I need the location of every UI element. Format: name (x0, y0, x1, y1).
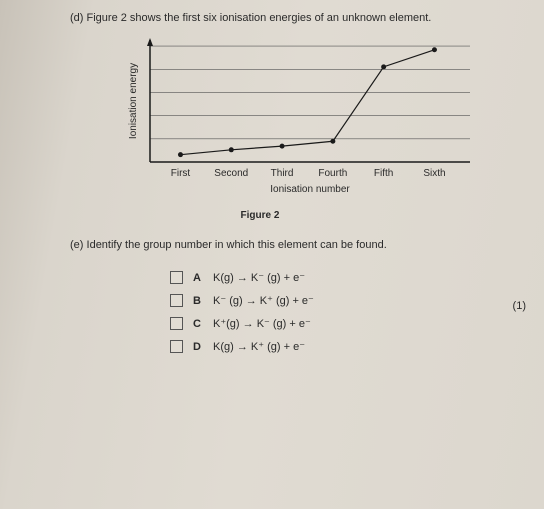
option-a[interactable]: A K(g) → K⁻ (g) + e⁻ (170, 271, 504, 284)
x-tick-label: First (171, 168, 191, 179)
marks-label: (1) (513, 300, 526, 312)
question-e-label: (e) (70, 239, 83, 251)
x-tick-label: Third (271, 168, 294, 179)
checkbox-d[interactable] (170, 340, 183, 353)
ionisation-chart: First Second Third Fourth Fifth Sixth Ionisati… (110, 32, 450, 202)
y-axis-label: Ionisation energy (128, 63, 139, 139)
option-c[interactable]: C K⁺(g) → K⁻ (g) + e⁻ (170, 317, 504, 330)
question-d-label: (d) (70, 12, 83, 24)
question-e-text: Identify the group number in which this … (87, 239, 387, 251)
x-tick-label: Fourth (318, 168, 347, 179)
option-equation: K(g) → K⁺ (g) + e⁻ (213, 340, 305, 353)
x-tick-label: Sixth (423, 168, 445, 179)
x-tick-label: Second (214, 168, 248, 179)
option-letter: A (193, 272, 205, 284)
option-b[interactable]: B K⁻ (g) → K⁺ (g) + e⁻ (170, 294, 504, 307)
checkbox-b[interactable] (170, 294, 183, 307)
x-axis-label: Ionisation number (270, 184, 350, 195)
option-equation: K⁻ (g) → K⁺ (g) + e⁻ (213, 294, 314, 307)
option-d[interactable]: D K(g) → K⁺ (g) + e⁻ (170, 340, 504, 353)
option-letter: B (193, 295, 205, 307)
question-d-text: Figure 2 shows the first six ionisation … (87, 12, 432, 24)
x-tick-label: Fifth (374, 168, 393, 179)
option-letter: C (193, 318, 205, 330)
answer-options: A K(g) → K⁻ (g) + e⁻ B K⁻ (g) → K⁺ (g) + e⁻… (170, 271, 504, 353)
option-equation: K⁺(g) → K⁻ (g) + e⁻ (213, 317, 311, 330)
option-letter: D (193, 341, 205, 353)
checkbox-c[interactable] (170, 317, 183, 330)
question-d: (d) Figure 2 shows the first six ionisat… (70, 12, 504, 24)
checkbox-a[interactable] (170, 271, 183, 284)
chart-svg: First Second Third Fourth Fifth Sixth Ionisati… (110, 32, 490, 212)
question-e: (e) Identify the group number in which t… (70, 239, 504, 251)
option-equation: K(g) → K⁻ (g) + e⁻ (213, 271, 305, 284)
